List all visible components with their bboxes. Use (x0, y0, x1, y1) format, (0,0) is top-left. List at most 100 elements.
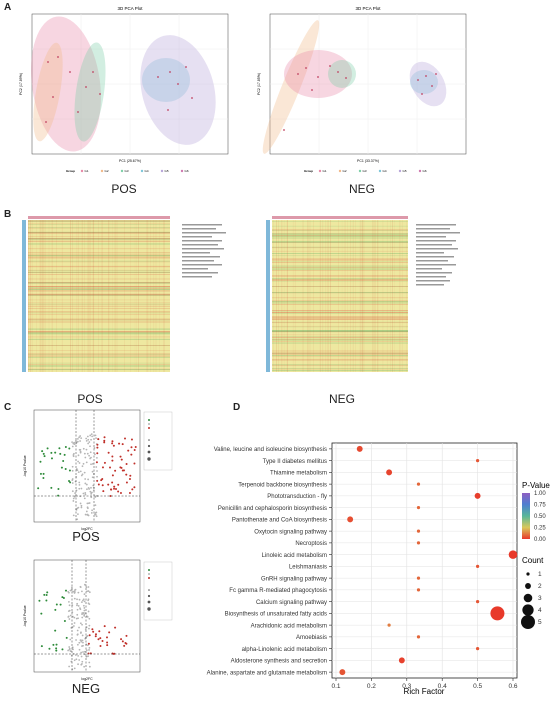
bubble-x-tick-label: 0.5 (473, 683, 482, 690)
pca-neg-caption: NEG (348, 182, 375, 196)
panel-letter-b: B (4, 209, 12, 220)
enrichment-bubble (416, 541, 421, 545)
count-legend-label: 2 (538, 583, 542, 590)
pca-legend-swatch (378, 169, 382, 173)
pathway-label: Alanine, aspartate and glutamate metabol… (207, 670, 327, 676)
enrichment-bubble (386, 469, 393, 476)
pca-point (425, 75, 427, 77)
volcano-pos-ylabel: -log10 Pvalue (23, 455, 27, 476)
pca-pos-caption: POS (111, 182, 137, 196)
bubble-x-ticks: 0.1 0.2 0.3 0.4 0.5 0.6 (331, 678, 518, 690)
pca-pos-title: 3D PCA Plot (117, 6, 143, 11)
pca-point (191, 97, 193, 99)
pathway-label: Biosynthesis of unsaturated fatty acids (225, 612, 327, 618)
bubble-x-tick-label: 0.2 (367, 683, 376, 690)
enrichment-bubble (416, 482, 421, 486)
bubble-x-tick-label: 0.4 (438, 683, 447, 690)
pca-ellipse (140, 35, 216, 145)
count-legend-dot (526, 572, 530, 576)
pca-point (317, 76, 319, 78)
pca-point (435, 73, 437, 75)
pca-legend-item: G5 (403, 169, 407, 173)
pathway-label: Aldosterone synthesis and secretion (231, 659, 327, 665)
pathway-label: Oxytocin signaling pathway (254, 529, 327, 535)
bubble-x-tick-label: 0.1 (331, 683, 340, 690)
enrichment-bubble (416, 576, 421, 580)
heatmap-pos-legend (182, 224, 226, 278)
enrichment-bubble (387, 623, 391, 627)
enrichment-bubble (356, 445, 363, 452)
count-legend-dot (522, 604, 534, 616)
pathway-label: Penicillin and cephalosporin biosynthesi… (218, 506, 327, 512)
enrichment-bubble (474, 492, 481, 499)
enrichment-bubble (416, 529, 421, 533)
enrichment-bubble (416, 588, 421, 592)
pca-point (85, 86, 87, 88)
pathway-label: Arachidonic acid metabolism (251, 623, 327, 629)
enrichment-bubble (476, 459, 480, 463)
enrichment-bubble (508, 550, 518, 559)
kegg-enrichment-chart: Valine, leucine and isoleucine biosynthe… (207, 442, 550, 696)
pca-point (69, 71, 71, 73)
pca-neg-xlabel: PC1 (33.37%) (357, 159, 379, 163)
pca-pos-ylabel: PC2 (17.89%) (19, 73, 23, 95)
pca-point (45, 121, 47, 123)
enrichment-bubble (476, 647, 480, 651)
bubble-x-tick-label: 0.3 (402, 683, 411, 690)
enrichment-bubble (490, 606, 505, 621)
pca-legend-item: G2 (105, 169, 109, 173)
count-legend-label: 1 (538, 571, 542, 578)
heatmap-pos (22, 216, 226, 372)
pca-plot-pos: 3D PCA Plot PC1 (25.67%) PC2 (17.89%) Gr… (19, 6, 229, 173)
pca-point (431, 85, 433, 87)
pvalue-colorbar (522, 493, 530, 539)
heatmap-pos-row-annotation (22, 220, 26, 372)
pca-legend-item: G2 (343, 169, 347, 173)
pca-neg-points (283, 65, 437, 131)
pathway-label: alpha-Linolenic acid metabolism (242, 647, 327, 653)
pca-ellipse (142, 58, 190, 102)
panel-letter-d: D (233, 402, 241, 413)
pca-point (169, 71, 171, 73)
heatmap-pos-caption: POS (77, 392, 103, 406)
pca-pos-legend: Group G1 G2 G3 G4 G5 G6 (66, 169, 189, 173)
pathway-label: Leishmaniasis (289, 565, 327, 571)
pathway-label: Thiamine metabolism (270, 471, 327, 477)
pca-neg-gridlines (270, 14, 466, 154)
pca-legend-item: G1 (323, 169, 327, 173)
volcano-neg-ylabel: -log10 Pvalue (23, 605, 27, 626)
pvalue-legend-title: P-Value (522, 481, 550, 490)
count-legend-items: 1 2 3 4 5 (521, 571, 542, 629)
pca-point (417, 79, 419, 81)
enrichment-bubble (347, 516, 354, 523)
pvalue-legend-tick: 0.50 (534, 514, 546, 520)
pca-legend-item: G3 (363, 169, 367, 173)
pca-point (311, 89, 313, 91)
enrichment-bubble (476, 564, 480, 568)
panel-letter-c: C (4, 402, 12, 413)
heatmap-neg-row-annotation (266, 220, 270, 372)
pca-legend-item: G1 (85, 169, 89, 173)
pca-neg-title: 3D PCA Plot (355, 6, 381, 11)
pca-neg-legend: Group G1 G2 G3 G4 G5 G6 (304, 169, 427, 173)
pca-point (157, 76, 159, 78)
pca-ellipse (328, 60, 356, 88)
pca-legend-item: G6 (185, 169, 189, 173)
pvalue-legend-tick: 0.75 (534, 503, 546, 509)
pca-legend-swatch (80, 169, 84, 173)
pvalue-legend-tick: 1.00 (534, 491, 546, 497)
pca-point (92, 71, 94, 73)
volcano-plot-pos: log2FC -log10 Pvalue (23, 409, 173, 531)
bubble-rows: Valine, leucine and isoleucine biosynthe… (207, 445, 518, 676)
pca-ellipse (284, 50, 352, 98)
pca-point (185, 66, 187, 68)
heatmap-pos-cells (28, 220, 170, 372)
enrichment-bubble (398, 657, 405, 664)
pca-point (305, 67, 307, 69)
pathway-label: Linoleic acid metabolism (262, 553, 327, 559)
pathway-label: Phototransduction - fly (267, 494, 327, 500)
pca-legend-swatch (398, 169, 402, 173)
count-legend-dot (523, 593, 533, 603)
bubble-x-axis-label: Rich Factor (404, 687, 445, 696)
pca-legend-item: G3 (125, 169, 129, 173)
